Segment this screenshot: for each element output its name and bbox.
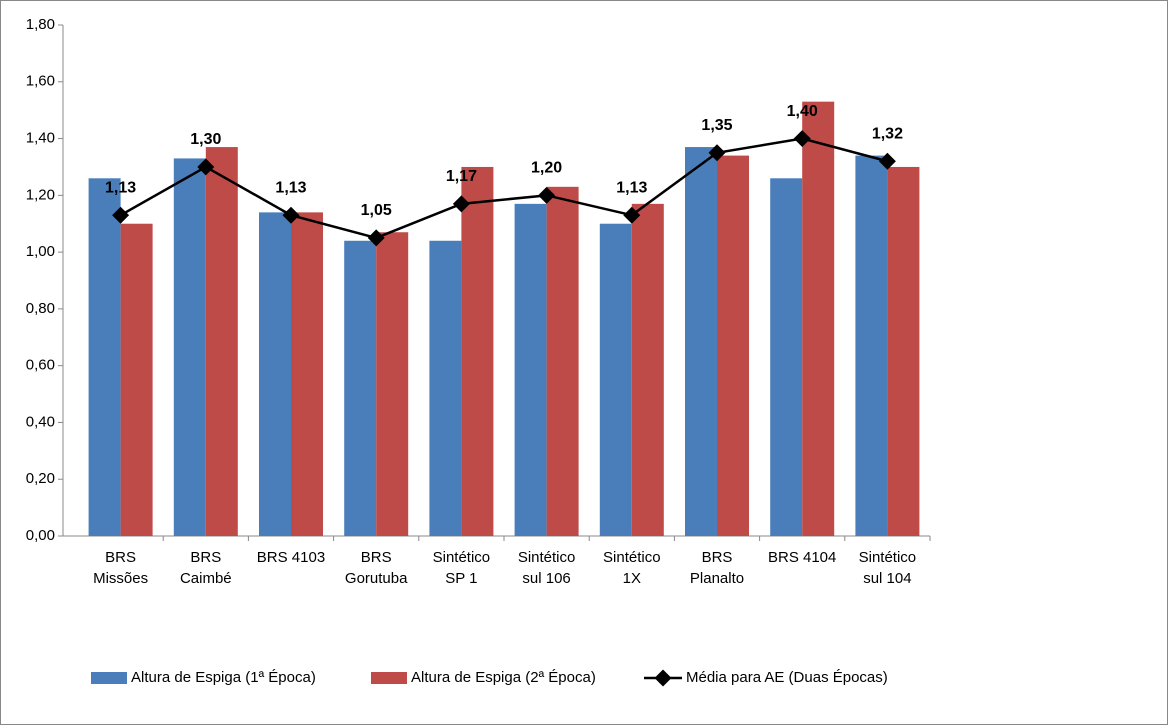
bar	[376, 232, 409, 536]
bar	[631, 203, 664, 536]
y-tick-label: 0,60	[26, 357, 55, 374]
bar	[259, 212, 291, 536]
line	[119, 137, 888, 240]
bar	[120, 223, 153, 536]
data-label: 1,13	[105, 179, 136, 196]
x-tick-label: BRS Gorutuba	[344, 549, 408, 587]
bar	[546, 186, 579, 537]
y-tick-label: 0,00	[26, 527, 55, 544]
x-tick-label: BRS Caimbé	[179, 549, 232, 587]
bar	[461, 166, 494, 536]
bar	[599, 223, 632, 536]
x-tick-label: BRS 4104	[767, 549, 837, 566]
marker	[538, 186, 556, 204]
marker	[793, 130, 811, 148]
bar	[717, 155, 749, 537]
y-tick-label: 1,20	[26, 186, 55, 203]
x-tick-label: Sintético sul 104	[858, 549, 917, 587]
bar	[291, 212, 323, 536]
bar	[770, 178, 803, 537]
data-label: 1,13	[275, 179, 306, 196]
x-tick-label: Sintético 1X	[603, 549, 661, 587]
y-tick-label: 0,20	[26, 470, 55, 487]
x-tick-label: Sintético SP 1	[432, 549, 491, 587]
data-label: 1,32	[872, 125, 903, 142]
bar	[855, 155, 888, 537]
bar	[205, 147, 238, 537]
bar	[429, 240, 462, 536]
legend-swatch	[371, 672, 407, 684]
legend-label: Altura de Espiga (2ª Época)	[411, 669, 596, 686]
y-tick-label: 1,80	[26, 16, 55, 33]
marker	[367, 229, 385, 247]
data-label: 1,35	[701, 117, 732, 134]
x-tick-label: BRS Planalto	[689, 549, 745, 587]
data-label: 1,20	[531, 160, 562, 177]
y-tick-label: 0,80	[26, 300, 55, 317]
x-tick-label: BRS 4103	[256, 549, 326, 566]
marker	[112, 206, 130, 224]
data-label: 1,13	[616, 179, 647, 196]
data-label: 1,30	[190, 131, 221, 148]
data-label: 1,40	[787, 103, 818, 120]
bar	[344, 240, 377, 536]
bar	[685, 147, 717, 537]
marker	[708, 144, 726, 162]
marker	[878, 152, 896, 170]
x-tick-label: BRS Missões	[93, 549, 149, 587]
marker	[197, 158, 215, 176]
legend-swatch	[91, 672, 127, 684]
bar	[88, 178, 121, 537]
bar	[514, 203, 547, 536]
legend-label: Altura de Espiga (1ª Época)	[131, 669, 316, 686]
x-tick-label: Sintético sul 106	[517, 549, 576, 587]
y-tick-label: 0,40	[26, 413, 55, 430]
legend-label: Média para AE (Duas Épocas)	[686, 669, 888, 686]
data-label: 1,05	[361, 202, 392, 219]
legend-marker	[654, 669, 672, 687]
y-tick-label: 1,60	[26, 73, 55, 90]
marker	[623, 206, 641, 224]
bar	[173, 158, 206, 536]
marker	[282, 206, 300, 224]
bar	[802, 101, 835, 537]
data-label: 1,17	[446, 168, 477, 185]
y-tick-label: 1,40	[26, 130, 55, 147]
bar	[887, 166, 920, 536]
y-tick-label: 1,00	[26, 243, 55, 260]
marker	[452, 195, 470, 213]
